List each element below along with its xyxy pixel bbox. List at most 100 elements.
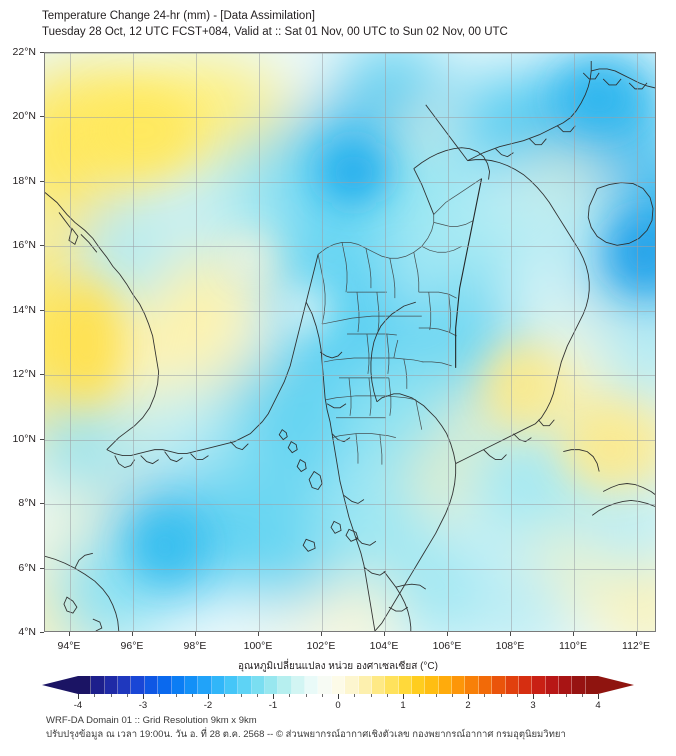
colorbar-tick <box>143 694 144 699</box>
colorbar-cell-11 <box>224 676 239 694</box>
colorbar-tick <box>78 694 79 699</box>
colorbar-cell-19 <box>331 676 346 694</box>
x-axis-label-110E: 110°E <box>559 640 587 652</box>
colorbar-tick <box>94 694 96 697</box>
x-axis-tick <box>195 632 196 636</box>
y-axis-label-10N: 10°N <box>12 433 36 445</box>
colorbar-label-2: 2 <box>465 700 471 711</box>
y-axis-label-4N: 4°N <box>18 626 36 638</box>
y-axis-tick <box>40 181 44 182</box>
y-axis-label-14N: 14°N <box>12 304 36 316</box>
colorbar-tick <box>256 694 258 697</box>
colorbar-cell-18 <box>318 676 332 694</box>
colorbar-tick <box>175 694 177 697</box>
colorbar-tick <box>159 694 161 697</box>
colorbar-label-4: 4 <box>595 700 601 711</box>
colorbar-label-1: 1 <box>400 700 406 711</box>
colorbar-label--3: -3 <box>138 700 148 711</box>
y-axis-label-18N: 18°N <box>12 175 36 187</box>
x-axis-label-112E: 112°E <box>622 640 650 652</box>
y-axis-label-16N: 16°N <box>12 239 36 251</box>
x-axis-label-102E: 102°E <box>306 640 336 652</box>
y-axis-tick <box>40 503 44 504</box>
colorbar-cell-35 <box>545 676 559 694</box>
colorbar-tick <box>419 694 421 697</box>
y-axis-label-20N: 20°N <box>12 110 36 122</box>
gridline-vertical <box>259 53 260 631</box>
colorbar-tick <box>565 694 567 697</box>
colorbar-body <box>78 676 599 694</box>
y-axis-label-8N: 8°N <box>18 497 36 509</box>
gridline-horizontal <box>45 182 655 183</box>
plot-frame <box>44 52 656 632</box>
colorbar-tick <box>338 694 339 699</box>
gridline-horizontal <box>45 311 655 312</box>
y-axis-tick <box>40 439 44 440</box>
x-axis-tick <box>384 632 385 636</box>
colorbar-cells <box>78 676 599 694</box>
x-axis-tick <box>573 632 574 636</box>
gridline-vertical <box>133 53 134 631</box>
x-axis-label-100E: 100°E <box>243 640 273 652</box>
colorbar-cell-31 <box>492 676 506 694</box>
x-axis-tick <box>69 632 70 636</box>
colorbar-cell-32 <box>505 676 519 694</box>
colorbar-title: อุณหภูมิเปลี่ยนแปลง หน่วย องศาเซลเซียส (… <box>238 661 438 672</box>
colorbar-cell-30 <box>478 676 493 694</box>
colorbar-tick <box>581 694 583 697</box>
colorbar-cell-26 <box>425 676 439 694</box>
gridline-vertical <box>511 53 512 631</box>
x-axis-label-98E: 98°E <box>183 640 207 652</box>
colorbar-tick <box>435 694 437 697</box>
gridline-horizontal <box>45 440 655 441</box>
colorbar-cell-1 <box>91 676 105 694</box>
y-axis-label-22N: 22°N <box>12 46 36 58</box>
colorbar-cell-12 <box>238 676 252 694</box>
colorbar-tick <box>598 694 599 699</box>
colorbar-cell-22 <box>371 676 386 694</box>
x-axis-tick <box>510 632 511 636</box>
colorbar-cell-38 <box>585 676 599 694</box>
colorbar-tick <box>305 694 307 697</box>
colorbar-cell-28 <box>452 676 466 694</box>
gridline-horizontal <box>45 504 655 505</box>
y-axis-tick <box>40 310 44 311</box>
colorbar-tick <box>549 694 551 697</box>
colorbar-cell-37 <box>572 676 586 694</box>
y-axis-tick <box>40 568 44 569</box>
x-axis-tick <box>258 632 259 636</box>
colorbar-cell-2 <box>104 676 119 694</box>
y-axis-tick <box>40 245 44 246</box>
colorbar-cell-4 <box>131 676 145 694</box>
colorbar-cell-15 <box>278 676 292 694</box>
colorbar-tick <box>354 694 356 697</box>
colorbar-cell-36 <box>558 676 573 694</box>
colorbar-tick <box>208 694 209 699</box>
colorbar-cell-27 <box>438 676 453 694</box>
colorbar-tick <box>126 694 128 697</box>
y-axis-label-12N: 12°N <box>12 368 36 380</box>
colorbar-cell-10 <box>211 676 225 694</box>
colorbar-cell-34 <box>532 676 546 694</box>
colorbar-cell-7 <box>171 676 185 694</box>
title-block: Temperature Change 24-hr (mm) - [Data As… <box>42 8 642 40</box>
x-axis-tick <box>321 632 322 636</box>
colorbar-tick <box>240 694 242 697</box>
colorbar-cell-3 <box>118 676 132 694</box>
colorbar-label--4: -4 <box>73 700 83 711</box>
x-axis-tick <box>132 632 133 636</box>
x-axis-tick <box>636 632 637 636</box>
colorbar-extend-high <box>598 676 634 694</box>
gridline-horizontal <box>45 375 655 376</box>
y-axis-tick <box>40 116 44 117</box>
colorbar-tick <box>110 694 112 697</box>
colorbar-tick <box>500 694 502 697</box>
colorbar-cell-25 <box>411 676 426 694</box>
colorbar-label--2: -2 <box>203 700 213 711</box>
colorbar-cell-17 <box>305 676 319 694</box>
colorbar-cell-23 <box>385 676 399 694</box>
colorbar-cell-14 <box>265 676 279 694</box>
chart-title: Temperature Change 24-hr (mm) - [Data As… <box>42 10 315 22</box>
colorbar-tick <box>386 694 388 697</box>
colorbar: -4 -3 -2 -1 0 1 2 3 4 <box>42 676 634 711</box>
